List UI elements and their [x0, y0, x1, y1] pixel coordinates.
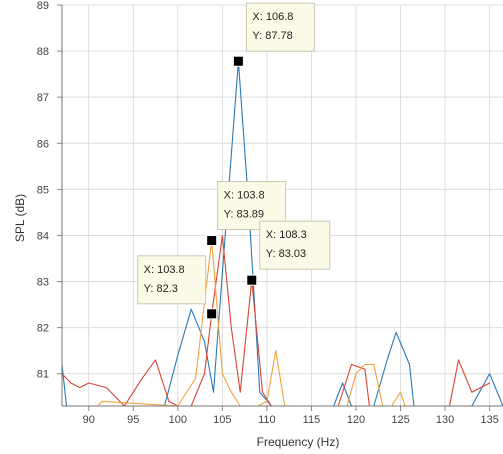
- highlight-marker: [246, 274, 258, 286]
- tooltip-y-value: Y: 83.03: [266, 248, 306, 260]
- x-tick-label: 100: [169, 414, 187, 426]
- y-tick-label: 84: [37, 230, 49, 242]
- highlight-marker: [206, 308, 218, 320]
- x-tick-label: 130: [436, 414, 454, 426]
- highlight-marker: [206, 235, 218, 247]
- x-tick-label: 120: [347, 414, 365, 426]
- tooltip-x-value: X: 103.8: [224, 190, 265, 202]
- tooltip-y-value: Y: 83.89: [224, 209, 264, 221]
- x-tick-label: 90: [83, 414, 95, 426]
- x-tick-label: 125: [391, 414, 409, 426]
- highlight-markers: [206, 55, 258, 320]
- tooltip-box: [245, 2, 315, 52]
- tooltip-x-value: X: 106.8: [252, 11, 293, 23]
- y-tick-label: 88: [37, 46, 49, 58]
- y-tick-label: 86: [37, 138, 49, 150]
- tooltip-y-value: Y: 87.78: [252, 30, 292, 42]
- x-tick-label: 135: [480, 414, 498, 426]
- y-axis-title: SPL (dB): [13, 194, 27, 242]
- tooltip-x-value: X: 103.8: [144, 264, 185, 276]
- y-tick-label: 82: [37, 323, 49, 335]
- axes: 90 95 100 105 110 115 120 125 130 135 81 82 83 84 85 86…: [37, 0, 503, 426]
- tooltip-box: [217, 181, 287, 231]
- y-tick-label: 85: [37, 184, 49, 196]
- tooltip-x-value: X: 108.3: [266, 229, 307, 241]
- tooltip-box: [137, 255, 207, 305]
- y-tick-label: 87: [37, 92, 49, 104]
- x-axis-title: Frequency (Hz): [257, 435, 340, 449]
- x-tick-label: 95: [127, 414, 139, 426]
- tooltip-y-value: Y: 82.3: [144, 283, 178, 295]
- y-tick-label: 81: [37, 369, 49, 381]
- x-tick-label: 115: [303, 414, 321, 426]
- tooltips: X: 106.8 Y: 87.78 X: 103.8 Y: 83.89X: 108.3…: [137, 2, 331, 305]
- series-line: [62, 239, 419, 407]
- x-tick-label: 110: [258, 414, 276, 426]
- tooltip-box: [259, 220, 331, 270]
- x-tick-label: 105: [213, 414, 231, 426]
- y-tick-label: 83: [37, 277, 49, 289]
- y-tick-label: 89: [37, 0, 49, 12]
- highlight-marker: [232, 55, 244, 67]
- series-line: [61, 234, 490, 407]
